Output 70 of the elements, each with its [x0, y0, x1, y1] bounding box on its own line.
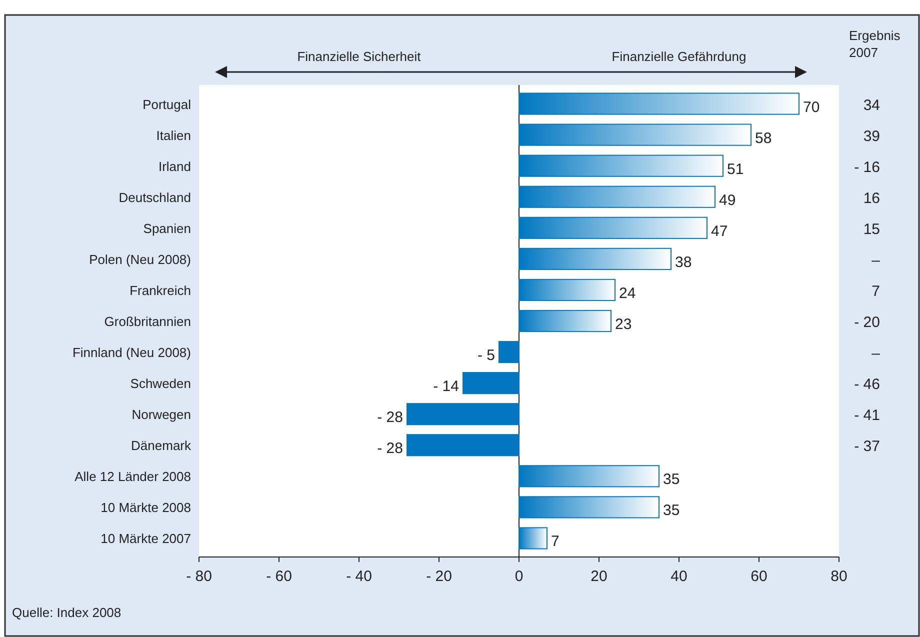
bar [518, 186, 716, 208]
data-label: 38 [675, 254, 692, 271]
data-label: 7 [551, 533, 560, 550]
x-tick-label: - 40 [346, 568, 372, 585]
text: Finanzielle Sicherheit [297, 49, 422, 64]
text: 15 [863, 220, 880, 238]
bar [406, 434, 520, 456]
data-label: 70 [803, 98, 820, 116]
data-label: 49 [719, 192, 736, 209]
bar [518, 465, 660, 488]
y-tick-label: Finnland (Neu 2008) [72, 345, 191, 360]
y-tick-label: Deutschland [118, 190, 191, 205]
bar [518, 124, 752, 146]
data-label: 47 [711, 222, 728, 240]
bar [518, 527, 548, 550]
text: - 37 [854, 438, 880, 456]
y-tick-label: 10 Märkte 2008 [100, 500, 191, 516]
text: – [872, 345, 881, 362]
y-tick-label: Schweden [130, 376, 191, 392]
x-tick-label: - 80 [186, 568, 212, 585]
bar [462, 372, 520, 394]
text: - 16 [854, 158, 880, 176]
text: 7 [872, 282, 880, 300]
text: – [872, 252, 881, 269]
data-label: 24 [619, 284, 636, 302]
y-tick-label: Italien [156, 128, 191, 143]
text: Ergebnis 2007 [849, 28, 901, 60]
data-label: - 28 [377, 409, 403, 426]
x-tick-label: 20 [590, 568, 608, 585]
bar [498, 340, 520, 364]
bar [518, 248, 672, 270]
text: 39 [863, 128, 880, 145]
text: 16 [863, 190, 880, 207]
bar [518, 92, 800, 115]
text: 34 [863, 96, 880, 114]
y-tick-label: Alle 12 Länder 2008 [74, 469, 191, 484]
y-tick-label: 10 Märkte 2007 [100, 531, 191, 546]
data-label: 35 [663, 471, 680, 488]
text: - 20 [854, 314, 880, 331]
data-label: - 14 [433, 378, 459, 396]
text: - 46 [854, 376, 880, 394]
x-tick-label: 40 [670, 568, 688, 585]
x-tick-label: 60 [750, 568, 768, 585]
x-tick-label: - 60 [266, 568, 292, 585]
y-tick-label: Portugal [142, 96, 192, 112]
y-tick-label: Großbritannien [104, 314, 191, 329]
bar [518, 496, 660, 518]
y-tick-label: Spanien [143, 220, 191, 236]
x-tick-label: 80 [830, 568, 848, 585]
bar [518, 278, 616, 302]
x-tick-label: - 20 [426, 568, 452, 585]
y-tick-label: Norwegen [132, 407, 191, 422]
bar [518, 154, 724, 177]
data-label: - 28 [377, 440, 403, 458]
y-tick-label: Frankreich [130, 282, 191, 298]
text: - 41 [854, 407, 880, 424]
y-tick-label: Polen (Neu 2008) [89, 252, 191, 267]
data-label: 35 [663, 502, 680, 520]
data-label: 58 [755, 130, 772, 147]
y-tick-label: Irland [158, 158, 191, 174]
y-tick-label: Dänemark [131, 438, 192, 454]
data-label: 51 [727, 160, 744, 178]
bar [518, 216, 708, 239]
source-note: Quelle: Index 2008 [12, 605, 122, 620]
bar [518, 310, 612, 332]
data-label: - 5 [477, 347, 495, 364]
text: Finanzielle Gefährdung [612, 49, 746, 64]
data-label: 23 [615, 316, 632, 333]
bar [406, 403, 520, 426]
x-tick-label: 0 [514, 568, 524, 585]
